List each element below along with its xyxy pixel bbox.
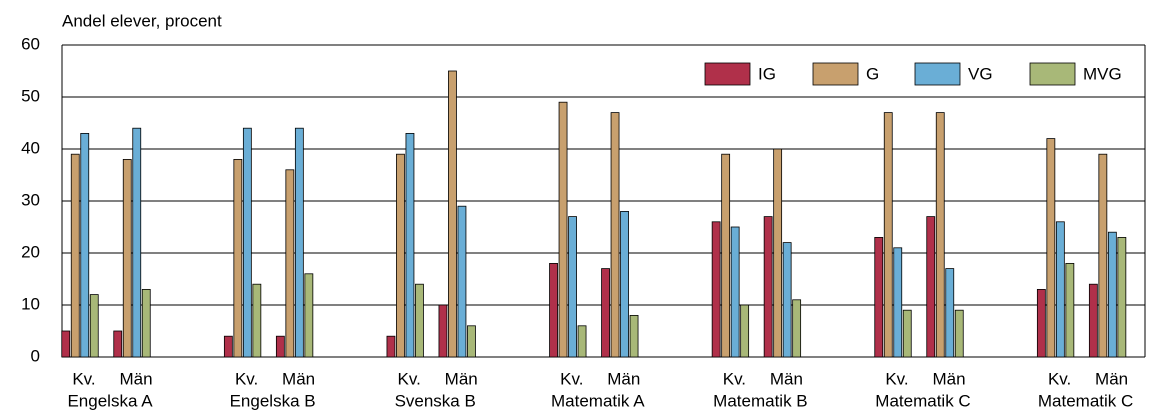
bar <box>935 112 945 358</box>
bar <box>61 330 71 358</box>
bar <box>438 304 448 358</box>
bar <box>874 236 884 358</box>
bar <box>304 273 314 358</box>
bar <box>740 304 750 358</box>
bar <box>467 325 476 358</box>
bar <box>285 169 295 358</box>
bar <box>252 283 262 358</box>
bar <box>902 309 912 358</box>
group-label: Engelska B <box>230 391 316 410</box>
group-label: Engelska A <box>67 391 153 410</box>
bar <box>223 335 233 358</box>
y-tick-label: 30 <box>21 190 40 209</box>
bar <box>1117 236 1127 358</box>
bar <box>1055 221 1065 358</box>
bar <box>730 226 740 358</box>
x-tick-label: Män <box>607 369 640 388</box>
bar <box>721 153 731 358</box>
bar <box>396 153 405 358</box>
y-axis-label: Andel elever, procent <box>62 11 222 30</box>
y-tick-label: 20 <box>21 242 40 261</box>
y-tick-label: 0 <box>31 346 40 365</box>
bar <box>405 132 415 358</box>
x-tick-label: Män <box>282 369 315 388</box>
x-tick-label: Män <box>445 369 478 388</box>
y-tick-label: 60 <box>21 34 40 53</box>
bar <box>945 268 955 358</box>
legend-label: MVG <box>1083 64 1122 83</box>
bar <box>601 268 610 358</box>
bar <box>558 101 568 358</box>
x-tick-label: Män <box>1095 369 1128 388</box>
legend-label: IG <box>758 64 776 83</box>
x-tick-label: Kv. <box>1048 369 1071 388</box>
legend-swatch <box>1029 62 1076 86</box>
x-tick-label: Kv. <box>885 369 908 388</box>
bar <box>1098 153 1108 358</box>
bar <box>386 335 396 358</box>
x-tick-label: Män <box>770 369 803 388</box>
bar <box>773 148 783 358</box>
group-label: Matematik B <box>713 391 807 410</box>
legend-label: G <box>866 64 879 83</box>
bar <box>275 335 285 358</box>
bar <box>448 70 457 358</box>
bar <box>132 127 142 358</box>
bar <box>1107 231 1117 358</box>
legend-label: VG <box>968 64 993 83</box>
bar <box>893 247 903 358</box>
bar <box>242 127 252 358</box>
x-tick-label: Kv. <box>560 369 583 388</box>
bar <box>1046 138 1056 358</box>
bar <box>610 112 620 358</box>
group-label: Matematik C <box>1038 391 1133 410</box>
y-tick-label: 50 <box>21 86 40 105</box>
bar <box>1065 262 1075 358</box>
bar <box>763 216 773 358</box>
legend-swatch <box>914 62 961 86</box>
group-label: Matematik C <box>875 391 970 410</box>
bar <box>782 242 792 358</box>
bar <box>457 205 467 358</box>
bar <box>792 299 802 358</box>
group-label: Svenska B <box>395 391 476 410</box>
bar <box>954 309 964 358</box>
bar <box>122 158 132 358</box>
bar <box>883 112 893 358</box>
x-tick-label: Män <box>932 369 965 388</box>
x-tick-label: Kv. <box>72 369 95 388</box>
bar <box>1088 283 1098 358</box>
bar <box>568 216 577 358</box>
bar <box>415 283 424 358</box>
group-label: Matematik A <box>551 391 645 410</box>
bar <box>113 330 123 358</box>
legend-swatch <box>704 62 751 86</box>
bar <box>577 325 587 358</box>
y-tick-label: 40 <box>21 138 40 157</box>
bar <box>926 216 936 358</box>
x-tick-label: Kv. <box>398 369 421 388</box>
bar <box>620 210 629 358</box>
bar <box>141 288 151 358</box>
x-tick-label: Män <box>119 369 152 388</box>
bar <box>70 153 80 358</box>
x-tick-label: Kv. <box>235 369 258 388</box>
bar <box>80 132 90 358</box>
bar <box>711 221 721 358</box>
y-tick-label: 10 <box>21 294 40 313</box>
bar <box>549 262 558 358</box>
bar <box>294 127 304 358</box>
bar <box>89 294 99 358</box>
bar <box>233 158 243 358</box>
bar <box>629 314 639 358</box>
legend-swatch <box>812 62 859 86</box>
x-tick-label: Kv. <box>723 369 746 388</box>
bar <box>1036 288 1046 358</box>
